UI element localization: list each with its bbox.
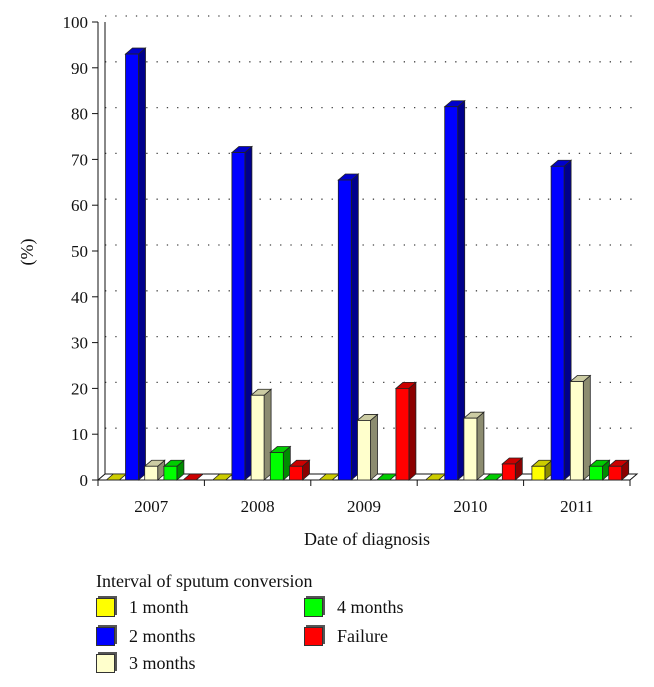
bar-2-months-2010 — [443, 99, 466, 481]
bar-front — [608, 465, 623, 481]
bar-failure-2009 — [394, 381, 417, 481]
bar-4-months-2011 — [588, 459, 611, 481]
bar-4-months-2010 — [482, 473, 505, 481]
y-tick-label: 10 — [71, 425, 88, 444]
bar-1-month-2011 — [530, 459, 553, 481]
bar-2-months-2007 — [124, 47, 147, 481]
legend-item-4-months: 4 months — [304, 597, 404, 618]
bar-front — [444, 106, 459, 481]
y-tick-label: 80 — [71, 105, 88, 124]
bar-front — [289, 465, 303, 481]
bar-side — [408, 381, 417, 481]
bar-failure-2008 — [288, 459, 311, 481]
y-tick-label: 100 — [63, 13, 89, 32]
bar-front — [250, 394, 265, 481]
bar-front — [269, 452, 284, 481]
legend-swatch-blue — [96, 627, 115, 646]
legend-item-failure: Failure — [304, 626, 388, 647]
bar-front — [357, 420, 371, 481]
bar-front — [463, 417, 478, 481]
bar-side — [138, 47, 146, 481]
y-axis-label: (%) — [17, 239, 38, 266]
bar-front — [337, 179, 352, 481]
legend-title: Interval of sputum conversion — [96, 571, 313, 591]
bar-front — [531, 465, 546, 481]
legend-item-3-months: 3 months — [96, 653, 196, 674]
bar-failure-2007 — [182, 473, 205, 481]
y-tick-label: 70 — [71, 150, 88, 169]
legend-label: 3 months — [129, 653, 196, 673]
bar-2-months-2008 — [230, 145, 253, 481]
y-tick-label: 0 — [80, 471, 89, 490]
y-tick-label: 50 — [71, 242, 88, 261]
bar-3-months-2008 — [250, 388, 273, 481]
bar-chart: 0 10 20 30 40 50 60 70 80 90 100 2007 2008 2009 2010 20… — [17, 13, 639, 549]
x-tick-label: 2009 — [347, 497, 381, 516]
legend-label: Failure — [337, 626, 388, 646]
y-tick-label: 20 — [71, 379, 88, 398]
legend-swatch-cream — [96, 654, 115, 673]
bar-failure-2011 — [607, 459, 630, 481]
y-tick-label: 60 — [71, 196, 88, 215]
bar-side — [476, 411, 485, 481]
bar-side — [582, 374, 591, 481]
bar-4-months-2008 — [269, 445, 292, 481]
legend-label: 1 month — [129, 597, 189, 617]
y-tick-label: 40 — [71, 288, 88, 307]
bar-front — [589, 465, 603, 481]
bar-front — [125, 53, 139, 481]
bar-3-months-2010 — [462, 411, 485, 481]
x-tick-label: 2007 — [134, 497, 169, 516]
x-tick-label: 2010 — [453, 497, 487, 516]
bar-4-months-2007 — [162, 459, 185, 481]
legend: Interval of sputum conversion 1 month 2 … — [96, 571, 556, 683]
tick-labels: 0 10 20 30 40 50 60 70 80 90 100 2007 2008 2009 2010 20… — [63, 13, 594, 516]
bar-front — [163, 465, 178, 481]
y-tick-label: 90 — [71, 59, 88, 78]
bar-3-months-2009 — [356, 413, 379, 481]
legend-swatch-green — [304, 598, 323, 617]
bar-front — [231, 152, 246, 481]
x-axis-label: Date of diagnosis — [304, 529, 430, 549]
legend-item-2-months: 2 months — [96, 626, 196, 647]
legend-label: 4 months — [337, 597, 404, 617]
bars — [105, 47, 630, 481]
bar-front — [144, 465, 159, 481]
gridlines — [105, 15, 637, 429]
bar-front — [569, 381, 584, 481]
legend-item-1-month: 1 month — [96, 597, 189, 618]
bar-2-months-2009 — [337, 173, 360, 481]
legend-swatch-yellow — [96, 598, 115, 617]
bar-3-months-2011 — [569, 374, 592, 481]
bar-front — [550, 165, 565, 481]
x-tick-label: 2011 — [560, 497, 593, 516]
legend-swatch-red — [304, 627, 323, 646]
bar-front — [395, 387, 410, 481]
x-tick-label: 2008 — [241, 497, 275, 516]
legend-label: 2 months — [129, 626, 196, 646]
bar-failure-2010 — [501, 457, 524, 481]
bar-side — [370, 413, 378, 481]
bar-2-months-2011 — [550, 159, 573, 481]
y-tick-label: 30 — [71, 334, 88, 353]
bar-3-months-2007 — [143, 459, 166, 481]
bar-front — [501, 463, 516, 481]
